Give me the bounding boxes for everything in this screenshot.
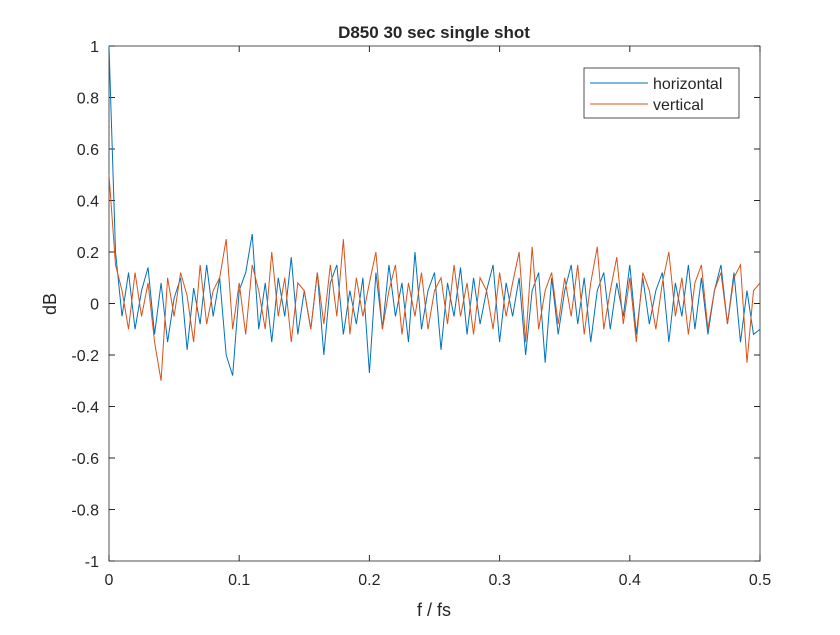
y-tick-label: -0.4	[71, 400, 99, 417]
legend-box	[583, 67, 740, 119]
x-axis-label: f / fs	[417, 600, 451, 620]
line-series	[108, 174, 761, 381]
y-tick-label: 0.8	[77, 91, 99, 108]
legend-label: horizontal	[653, 76, 722, 93]
x-tick-label: 0	[105, 572, 114, 589]
plot-area	[108, 45, 761, 562]
y-tick-label: 0.4	[77, 194, 99, 211]
x-tick-label: 0.1	[228, 572, 250, 589]
legend-label: vertical	[653, 97, 704, 114]
y-tick-label: -0.6	[71, 451, 99, 468]
line-series	[108, 45, 761, 376]
x-tick-label: 0.2	[358, 572, 380, 589]
y-tick-label: -0.8	[71, 503, 99, 520]
chart-title: D850 30 sec single shot	[338, 23, 530, 42]
y-axis-label: dB	[40, 293, 60, 315]
y-tick-label: 0.2	[77, 245, 99, 262]
y-tick-label: 0	[90, 297, 99, 314]
y-tick-label: -1	[85, 554, 99, 571]
y-tick-label: 0.6	[77, 142, 99, 159]
y-tick-label: 1	[90, 39, 99, 56]
x-tick-label: 0.5	[749, 572, 771, 589]
x-tick-label: 0.4	[619, 572, 641, 589]
x-tick-label: 0.3	[488, 572, 510, 589]
y-tick-label: -0.2	[71, 348, 99, 365]
